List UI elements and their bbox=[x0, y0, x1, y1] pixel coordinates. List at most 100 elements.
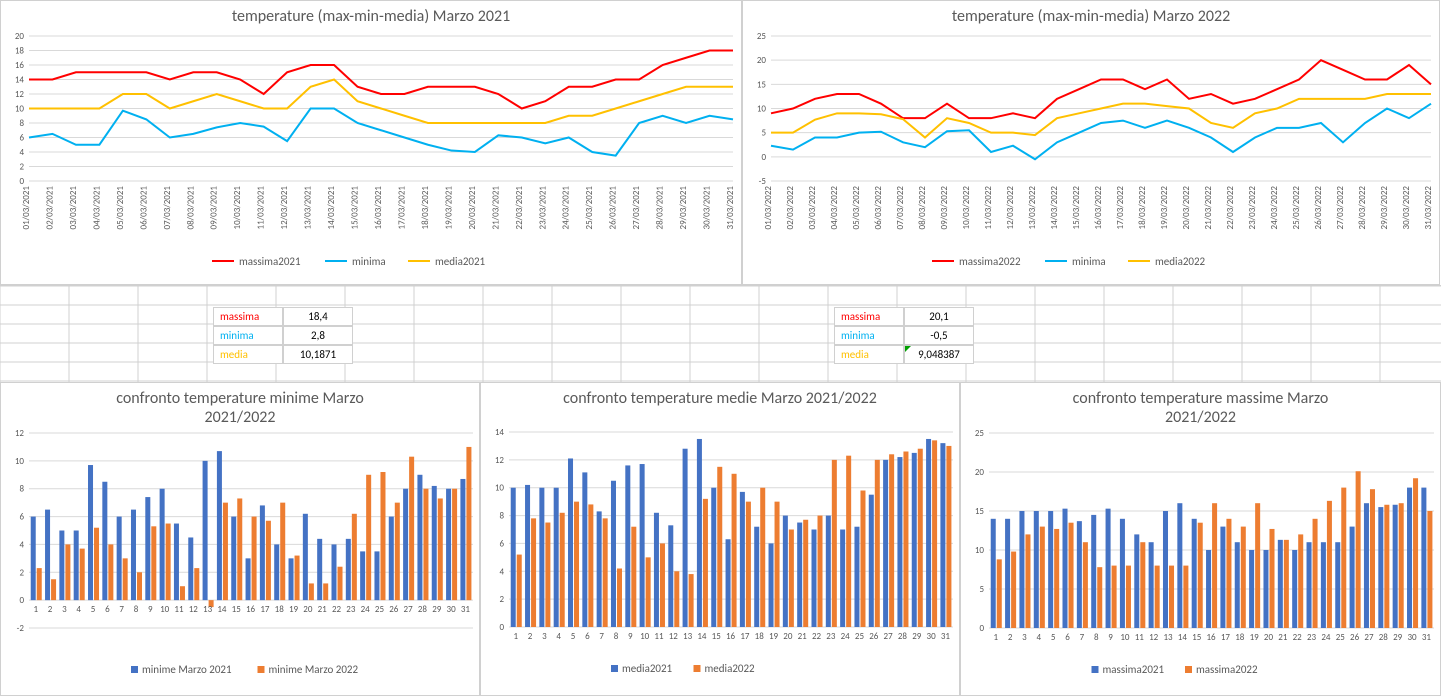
svg-text:4: 4 bbox=[499, 566, 504, 577]
svg-text:13: 13 bbox=[1163, 632, 1173, 643]
chart-2022-title: temperature (max-min-media) Marzo 2022 bbox=[743, 1, 1439, 26]
svg-text:09/03/2021: 09/03/2021 bbox=[209, 186, 220, 230]
svg-text:4: 4 bbox=[76, 604, 81, 615]
svg-text:11/03/2021: 11/03/2021 bbox=[256, 186, 267, 230]
svg-text:2: 2 bbox=[48, 604, 53, 615]
svg-text:minime Marzo 2022: minime Marzo 2022 bbox=[269, 663, 359, 676]
svg-text:minima: minima bbox=[352, 255, 386, 268]
svg-text:17: 17 bbox=[740, 631, 750, 642]
svg-text:28: 28 bbox=[898, 631, 908, 642]
svg-text:15/03/2022: 15/03/2022 bbox=[1071, 186, 1082, 230]
svg-text:30: 30 bbox=[927, 631, 937, 642]
svg-text:19: 19 bbox=[289, 604, 299, 615]
chart-2022-svg: -5051015202501/03/202202/03/202203/03/20… bbox=[743, 26, 1441, 281]
svg-text:28/03/2021: 28/03/2021 bbox=[655, 186, 666, 230]
svg-text:07/03/2022: 07/03/2022 bbox=[895, 186, 906, 230]
svg-text:20: 20 bbox=[1264, 632, 1274, 643]
bar-min-title2: 2021/2022 bbox=[1, 408, 479, 427]
svg-text:-2: -2 bbox=[17, 623, 25, 634]
svg-text:31: 31 bbox=[941, 631, 951, 642]
svg-text:31/03/2021: 31/03/2021 bbox=[725, 186, 736, 230]
svg-text:30/03/2021: 30/03/2021 bbox=[702, 186, 713, 230]
svg-text:massima2021: massima2021 bbox=[239, 255, 301, 268]
bottom-bar-charts-row: confronto temperature minime Marzo 2021/… bbox=[0, 382, 1441, 696]
svg-text:23: 23 bbox=[346, 604, 356, 615]
stat-2021-minima-label: minima bbox=[213, 326, 283, 345]
svg-text:8: 8 bbox=[1094, 632, 1099, 643]
svg-text:26: 26 bbox=[1350, 632, 1360, 643]
svg-text:13/03/2021: 13/03/2021 bbox=[303, 186, 314, 230]
svg-text:2: 2 bbox=[19, 162, 24, 173]
svg-text:5: 5 bbox=[571, 631, 576, 642]
svg-text:14: 14 bbox=[217, 604, 227, 615]
svg-text:2: 2 bbox=[1008, 632, 1013, 643]
svg-text:14: 14 bbox=[15, 75, 25, 86]
svg-text:-5: -5 bbox=[759, 176, 767, 187]
svg-text:17: 17 bbox=[1221, 632, 1231, 643]
svg-text:0: 0 bbox=[979, 623, 984, 634]
svg-text:16/03/2021: 16/03/2021 bbox=[373, 186, 384, 230]
bar-min-title1: confronto temperature minime Marzo bbox=[1, 383, 479, 408]
svg-text:24: 24 bbox=[1321, 632, 1331, 643]
svg-text:20: 20 bbox=[757, 55, 767, 66]
svg-text:29: 29 bbox=[1393, 632, 1403, 643]
stats-2021: massima 18,4 minima 2,8 media 10,1871 bbox=[213, 307, 353, 364]
svg-text:11: 11 bbox=[1135, 632, 1145, 643]
svg-text:25: 25 bbox=[855, 631, 865, 642]
svg-text:massima2022: massima2022 bbox=[959, 255, 1021, 268]
svg-text:17: 17 bbox=[260, 604, 270, 615]
svg-text:16: 16 bbox=[246, 604, 256, 615]
svg-text:5: 5 bbox=[761, 128, 766, 139]
svg-text:21: 21 bbox=[798, 631, 808, 642]
svg-text:0: 0 bbox=[19, 595, 24, 606]
svg-text:2: 2 bbox=[528, 631, 533, 642]
svg-text:media2022: media2022 bbox=[1155, 255, 1206, 268]
svg-text:6: 6 bbox=[585, 631, 590, 642]
svg-text:11: 11 bbox=[174, 604, 184, 615]
chart-bar-med: confronto temperature medie Marzo 2021/2… bbox=[480, 382, 960, 696]
svg-text:24/03/2021: 24/03/2021 bbox=[561, 186, 572, 230]
bar-min-svg: -202468101212345678910111213141516171819… bbox=[1, 427, 481, 687]
svg-text:1: 1 bbox=[993, 632, 998, 643]
svg-text:06/03/2021: 06/03/2021 bbox=[138, 186, 149, 230]
svg-text:12: 12 bbox=[495, 455, 505, 466]
svg-text:0: 0 bbox=[19, 176, 24, 187]
svg-text:22/03/2021: 22/03/2021 bbox=[514, 186, 525, 230]
svg-text:28: 28 bbox=[1379, 632, 1389, 643]
svg-text:03/03/2022: 03/03/2022 bbox=[807, 186, 818, 230]
svg-text:19: 19 bbox=[1250, 632, 1260, 643]
chart-2021-svg: 0246810121416182001/03/202102/03/202103/… bbox=[1, 26, 743, 281]
svg-text:16: 16 bbox=[15, 60, 25, 71]
svg-text:13: 13 bbox=[683, 631, 693, 642]
svg-text:9: 9 bbox=[1108, 632, 1113, 643]
svg-text:11: 11 bbox=[654, 631, 664, 642]
svg-text:25: 25 bbox=[975, 428, 985, 439]
svg-text:02/03/2021: 02/03/2021 bbox=[44, 186, 55, 230]
svg-text:20: 20 bbox=[975, 467, 985, 478]
svg-text:31: 31 bbox=[461, 604, 471, 615]
stats-row: massima 18,4 minima 2,8 media 10,1871 ma… bbox=[0, 286, 1441, 382]
stat-2021-minima-val: 2,8 bbox=[283, 326, 353, 345]
svg-text:05/03/2021: 05/03/2021 bbox=[115, 186, 126, 230]
svg-text:media2021: media2021 bbox=[435, 255, 486, 268]
svg-text:massima2021: massima2021 bbox=[1103, 663, 1165, 676]
svg-text:10: 10 bbox=[495, 483, 505, 494]
stat-2021-massima-label: massima bbox=[213, 307, 283, 326]
svg-text:15: 15 bbox=[1192, 632, 1202, 643]
svg-text:25/03/2022: 25/03/2022 bbox=[1291, 186, 1302, 230]
svg-text:25: 25 bbox=[1336, 632, 1346, 643]
svg-text:10: 10 bbox=[1120, 632, 1130, 643]
svg-text:18/03/2021: 18/03/2021 bbox=[420, 186, 431, 230]
svg-text:minima: minima bbox=[1072, 255, 1106, 268]
svg-text:15: 15 bbox=[975, 506, 985, 517]
svg-text:5: 5 bbox=[91, 604, 96, 615]
svg-text:23/03/2022: 23/03/2022 bbox=[1247, 186, 1258, 230]
svg-text:12/03/2021: 12/03/2021 bbox=[279, 186, 290, 230]
stat-2021-massima-val: 18,4 bbox=[283, 307, 353, 326]
svg-text:10: 10 bbox=[15, 456, 25, 467]
svg-text:15/03/2021: 15/03/2021 bbox=[350, 186, 361, 230]
stat-2022-minima-label: minima bbox=[834, 326, 904, 345]
svg-text:02/03/2022: 02/03/2022 bbox=[785, 186, 796, 230]
excel-error-indicator-icon bbox=[905, 346, 911, 352]
svg-text:10/03/2021: 10/03/2021 bbox=[232, 186, 243, 230]
